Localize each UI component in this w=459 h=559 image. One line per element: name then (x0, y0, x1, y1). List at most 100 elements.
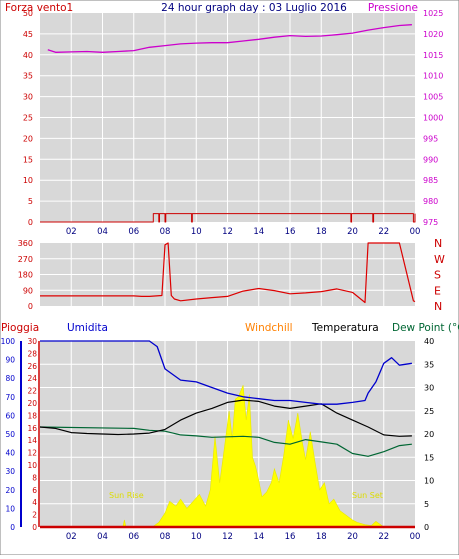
windchill-legend-label: Windchill (245, 322, 293, 334)
pressure-tick-label: 975 (423, 218, 438, 227)
temperature-tick-label: 25 (424, 407, 434, 416)
x-tick-label: 10 (191, 532, 202, 542)
wind-speed-axis-label: Forza vento1 (5, 2, 73, 14)
x-tick-label: 06 (128, 227, 139, 237)
rain-tick-label: 2 (32, 511, 37, 520)
x-tick-label: 16 (285, 227, 296, 237)
rain-tick-label: 30 (27, 337, 37, 346)
rain-tick-label: 0 (32, 523, 37, 532)
x-tick-label: 06 (128, 532, 139, 542)
solar-area-layer (40, 385, 415, 528)
temperature-tick-label: 10 (424, 477, 434, 486)
rain-tick-label: 22 (27, 387, 37, 396)
x-tick-label: 08 (160, 227, 171, 237)
rain-tick-label: 18 (27, 411, 37, 420)
humidity-tick-label: 50 (5, 430, 15, 439)
wind-speed-tick-label: 5 (28, 197, 33, 206)
wind-speed-series-line (40, 213, 416, 223)
pressure-axis-label: Pressione (368, 2, 418, 14)
pressure-tick-label: 995 (423, 134, 438, 143)
chart-title: 24 hour graph day : 03 Luglio 2016 (161, 2, 347, 14)
x-tick-label: 02 (66, 227, 77, 237)
wind-speed-tick-label: 0 (28, 218, 33, 227)
temperature-tick-label: 20 (424, 430, 434, 439)
rain-tick-label: 10 (27, 461, 37, 470)
wind-direction-tick-label: 90 (23, 286, 33, 295)
x-tick-label: 00 (410, 532, 421, 542)
pressure-tick-label: 985 (423, 176, 438, 185)
wind-speed-tick-label: 35 (23, 72, 33, 81)
x-tick-label: 22 (378, 227, 389, 237)
wind-speed-tick-label: 10 (23, 176, 33, 185)
sunrise-label: Sun Rise (109, 491, 144, 500)
rain-tick-label: 24 (27, 374, 37, 383)
rain-tick-label: 20 (27, 399, 37, 408)
dewpoint-legend-label: Dew Point (°C (392, 322, 459, 334)
humidity-tick-label: 80 (5, 374, 15, 383)
temperature-tick-label: 0 (424, 523, 429, 532)
x-tick-label: 18 (316, 532, 327, 542)
rain-tick-label: 12 (27, 449, 37, 458)
humidity-tick-label: 40 (5, 449, 15, 458)
compass-tick-label: N (434, 300, 442, 313)
x-tick-label: 08 (160, 532, 171, 542)
grid-lines (40, 13, 415, 527)
humidity-tick-label: 70 (5, 393, 15, 402)
wind-speed-tick-label: 45 (23, 30, 33, 39)
pressure-series-line (47, 24, 412, 53)
x-tick-label: 04 (97, 532, 108, 542)
temperature-legend-label: Temperatura (311, 322, 379, 334)
compass-tick-label: W (434, 253, 445, 266)
solar-radiation-area (40, 385, 415, 528)
wind-speed-tick-label: 25 (23, 114, 33, 123)
pressure-tick-label: 1020 (423, 30, 443, 39)
x-tick-label: 14 (253, 532, 264, 542)
pressure-tick-label: 1005 (423, 93, 443, 102)
humidity-tick-label: 100 (1, 337, 16, 346)
humidity-tick-label: 0 (10, 523, 15, 532)
rain-tick-label: 6 (32, 486, 37, 495)
pressure-tick-label: 1010 (423, 72, 443, 81)
humidity-tick-label: 90 (5, 356, 15, 365)
compass-tick-label: E (434, 284, 441, 297)
pressure-tick-label: 1025 (423, 9, 443, 18)
x-tick-label: 04 (97, 227, 108, 237)
x-tick-label: 12 (222, 227, 233, 237)
x-tick-label: 22 (378, 532, 389, 542)
temperature-tick-label: 15 (424, 453, 434, 462)
rain-tick-label: 26 (27, 362, 37, 371)
humidity-tick-label: 60 (5, 411, 15, 420)
temperature-tick-label: 40 (424, 337, 434, 346)
wind-speed-tick-label: 15 (23, 155, 33, 164)
humidity-tick-label: 20 (5, 486, 15, 495)
x-tick-label: 02 (66, 532, 77, 542)
humidity-series-line (40, 340, 412, 405)
x-tick-label: 14 (253, 227, 264, 237)
humidity-axis-label: Umidita (67, 322, 108, 334)
rain-tick-label: 4 (32, 498, 37, 507)
x-tick-label: 16 (285, 532, 296, 542)
x-tick-label: 10 (191, 227, 202, 237)
x-tick-label: 20 (347, 227, 358, 237)
wind-direction-tick-label: 360 (18, 239, 33, 248)
x-tick-label: 20 (347, 532, 358, 542)
wind-direction-tick-label: 270 (18, 255, 33, 264)
wind-direction-tick-label: 180 (18, 271, 33, 280)
x-tick-label: 12 (222, 532, 233, 542)
rain-tick-label: 8 (32, 473, 37, 482)
compass-tick-label: S (434, 269, 441, 282)
pressure-tick-label: 990 (423, 155, 438, 164)
temperature-series-line (39, 399, 412, 437)
compass-tick-label: N (434, 237, 442, 250)
wind-speed-tick-label: 50 (23, 9, 33, 18)
x-tick-label: 18 (316, 227, 327, 237)
wind-speed-tick-label: 30 (23, 93, 33, 102)
pressure-tick-label: 980 (423, 197, 438, 206)
pressure-tick-label: 1015 (423, 51, 443, 60)
temperature-tick-label: 35 (424, 360, 434, 369)
temperature-tick-label: 30 (424, 384, 434, 393)
rain-tick-label: 16 (27, 424, 37, 433)
